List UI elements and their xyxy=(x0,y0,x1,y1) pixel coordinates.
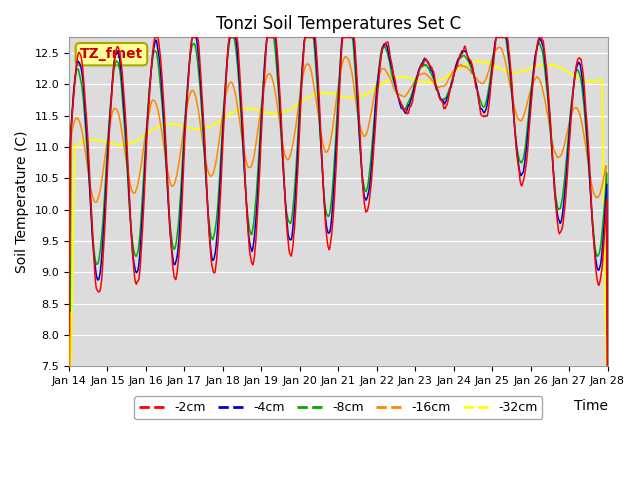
-16cm xyxy=(210,170,218,176)
-16cm xyxy=(604,363,611,369)
-16cm xyxy=(66,363,74,369)
-4cm xyxy=(604,363,611,369)
-16cm xyxy=(154,105,161,111)
-4cm xyxy=(153,37,161,43)
-32cm xyxy=(604,363,611,369)
-32cm xyxy=(210,122,218,128)
-2cm xyxy=(81,87,88,93)
-8cm xyxy=(604,332,611,337)
Line: -32cm: -32cm xyxy=(69,61,607,366)
-8cm xyxy=(227,35,235,40)
-4cm xyxy=(520,169,527,175)
-8cm xyxy=(153,50,161,56)
-32cm xyxy=(66,363,74,369)
-32cm xyxy=(65,147,73,153)
-8cm xyxy=(520,156,527,162)
-2cm xyxy=(554,222,561,228)
-16cm xyxy=(65,194,73,200)
-4cm xyxy=(81,96,88,102)
-32cm xyxy=(154,124,161,130)
-2cm xyxy=(210,269,218,275)
-2cm xyxy=(520,178,527,184)
-2cm xyxy=(65,332,73,338)
-32cm xyxy=(520,68,528,73)
-4cm xyxy=(242,187,250,193)
Line: -16cm: -16cm xyxy=(69,47,607,366)
Line: -2cm: -2cm xyxy=(69,37,607,366)
Line: -4cm: -4cm xyxy=(69,37,607,366)
Legend: -2cm, -4cm, -8cm, -16cm, -32cm: -2cm, -4cm, -8cm, -16cm, -32cm xyxy=(134,396,543,420)
-8cm xyxy=(65,219,73,225)
-16cm xyxy=(81,146,89,152)
-8cm xyxy=(209,237,216,242)
-4cm xyxy=(65,266,73,272)
-2cm xyxy=(154,35,161,40)
-4cm xyxy=(189,35,196,40)
-2cm xyxy=(151,35,159,40)
-16cm xyxy=(520,112,528,118)
Y-axis label: Soil Temperature (C): Soil Temperature (C) xyxy=(15,131,29,273)
-16cm xyxy=(495,44,503,50)
Line: -8cm: -8cm xyxy=(69,37,607,335)
X-axis label: Time: Time xyxy=(573,399,607,413)
Text: TZ_fmet: TZ_fmet xyxy=(80,47,143,61)
-32cm xyxy=(81,138,89,144)
-16cm xyxy=(555,154,563,160)
-4cm xyxy=(210,257,218,263)
-16cm xyxy=(242,156,250,161)
-8cm xyxy=(242,187,250,193)
-32cm xyxy=(242,106,250,111)
-32cm xyxy=(471,59,479,64)
-32cm xyxy=(555,64,563,70)
-8cm xyxy=(81,108,88,114)
-8cm xyxy=(554,205,561,211)
-2cm xyxy=(604,363,611,369)
Title: Tonzi Soil Temperatures Set C: Tonzi Soil Temperatures Set C xyxy=(216,15,461,33)
-4cm xyxy=(554,213,561,219)
-2cm xyxy=(242,185,250,191)
